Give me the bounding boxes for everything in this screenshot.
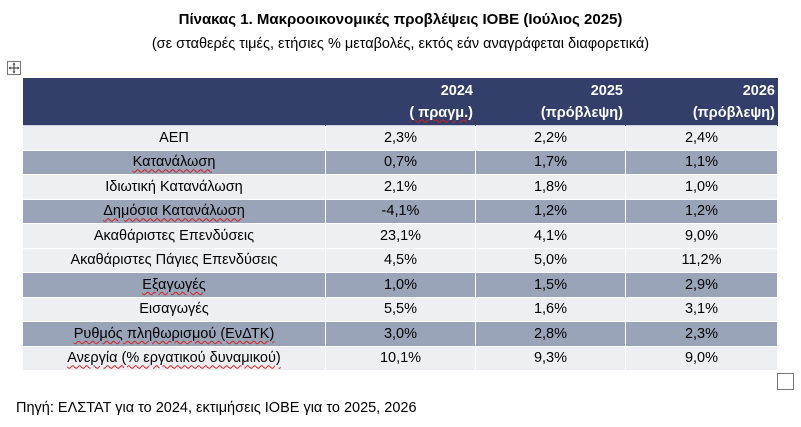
table-header-row: 2024 ( πραγμ.) 2025 (πρόβλεψη) 2026 (πρό… xyxy=(22,78,778,126)
table-row: ΑΕΠ 2,3% 2,2% 2,4% xyxy=(22,125,778,151)
header-2025: 2025 (πρόβλεψη) xyxy=(475,78,626,126)
row-label: Ανεργία (% εργατικού δυναμικού) xyxy=(22,345,326,371)
table-move-handle-icon[interactable] xyxy=(7,61,21,75)
table-row: Ανεργία (% εργατικού δυναμικού) 10,1% 9,… xyxy=(22,345,778,371)
value-2026: 9,0% xyxy=(625,223,778,249)
row-label: Ρυθμός πληθωρισμού (ΕνΔΤΚ) xyxy=(22,321,326,347)
header-note: (πρόβλεψη) xyxy=(540,104,623,121)
value-2026: 9,0% xyxy=(625,345,778,371)
source-note: Πηγή: ΕΛΣΤΑΤ για το 2024, εκτιμήσεις ΙΟΒ… xyxy=(16,400,417,416)
header-year: 2025 xyxy=(590,82,623,99)
table-subtitle: (σε σταθερές τιμές, ετήσιες % μεταβολές,… xyxy=(151,36,650,52)
value-2025: 9,3% xyxy=(475,345,626,371)
value-2024: 5,5% xyxy=(325,296,476,322)
header-2026: 2026 (πρόβλεψη) xyxy=(625,78,778,126)
value-2026: 11,2% xyxy=(625,247,778,273)
header-note: ( πραγμ.) xyxy=(326,102,475,124)
row-label: Ακαθάριστες Επενδύσεις xyxy=(22,223,326,249)
header-note: (πρόβλεψη) xyxy=(692,104,775,121)
value-2026: 3,1% xyxy=(625,296,778,322)
value-2024: 2,3% xyxy=(325,125,476,151)
table-row: Κατανάλωση 0,7% 1,7% 1,1% xyxy=(22,149,778,175)
table-row: Ακαθάριστες Επενδύσεις 23,1% 4,1% 9,0% xyxy=(22,223,778,249)
value-2024: 23,1% xyxy=(325,223,476,249)
header-2024: 2024 ( πραγμ.) xyxy=(325,78,476,126)
value-2026: 2,4% xyxy=(625,125,778,151)
row-label-text: Δημόσια Κατανάλωση xyxy=(103,203,245,220)
value-2026: 1,1% xyxy=(625,149,778,175)
value-2025: 1,5% xyxy=(475,272,626,298)
row-label: ΑΕΠ xyxy=(22,125,326,151)
row-label-text: Κατανάλωση xyxy=(132,154,216,171)
value-2026: 2,3% xyxy=(625,321,778,347)
table-row: Ιδιωτική Κατανάλωση 2,1% 1,8% 1,0% xyxy=(22,174,778,200)
value-2025: 1,2% xyxy=(475,198,626,224)
value-2025: 2,2% xyxy=(475,125,626,151)
header-label-col xyxy=(22,78,326,126)
value-2025: 1,7% xyxy=(475,149,626,175)
row-label: Εξαγωγές xyxy=(22,272,326,298)
value-2026: 2,9% xyxy=(625,272,778,298)
value-2024: 2,1% xyxy=(325,174,476,200)
row-label-text: Ρυθμός πληθωρισμού (ΕνΔΤΚ) xyxy=(73,325,275,342)
value-2024: 3,0% xyxy=(325,321,476,347)
header-year: 2026 xyxy=(742,82,775,99)
value-2025: 1,6% xyxy=(475,296,626,322)
row-label: Εισαγωγές xyxy=(22,296,326,322)
table-row: Δημόσια Κατανάλωση -4,1% 1,2% 1,2% xyxy=(22,198,778,224)
value-2025: 5,0% xyxy=(475,247,626,273)
row-label-text: Εξαγωγές xyxy=(142,276,206,293)
value-2025: 1,8% xyxy=(475,174,626,200)
forecast-table: 2024 ( πραγμ.) 2025 (πρόβλεψη) 2026 (πρό… xyxy=(22,78,778,371)
value-2024: -4,1% xyxy=(325,198,476,224)
table-row: Ακαθάριστες Πάγιες Επενδύσεις 4,5% 5,0% … xyxy=(22,247,778,273)
value-2024: 10,1% xyxy=(325,345,476,371)
table-title: Πίνακας 1. Μακροοικονομικές προβλέψεις Ι… xyxy=(178,11,623,28)
value-2024: 0,7% xyxy=(325,149,476,175)
row-label: Ακαθάριστες Πάγιες Επενδύσεις xyxy=(22,247,326,273)
row-label-text: Ανεργία (% εργατικού δυναμικού) xyxy=(67,350,281,367)
header-year: 2024 xyxy=(440,82,473,99)
value-2024: 1,0% xyxy=(325,272,476,298)
row-label: Ιδιωτική Κατανάλωση xyxy=(22,174,326,200)
table-row: Εισαγωγές 5,5% 1,6% 3,1% xyxy=(22,296,778,322)
header-note-text: ( πραγμ.) xyxy=(409,104,473,121)
row-label: Κατανάλωση xyxy=(22,149,326,175)
value-2026: 1,2% xyxy=(625,198,778,224)
value-2026: 1,0% xyxy=(625,174,778,200)
table-row: Εξαγωγές 1,0% 1,5% 2,9% xyxy=(22,272,778,298)
row-label: Δημόσια Κατανάλωση xyxy=(22,198,326,224)
value-2025: 2,8% xyxy=(475,321,626,347)
value-2024: 4,5% xyxy=(325,247,476,273)
table-row: Ρυθμός πληθωρισμού (ΕνΔΤΚ) 3,0% 2,8% 2,3… xyxy=(22,321,778,347)
table-resize-handle-icon[interactable] xyxy=(777,373,794,390)
value-2025: 4,1% xyxy=(475,223,626,249)
